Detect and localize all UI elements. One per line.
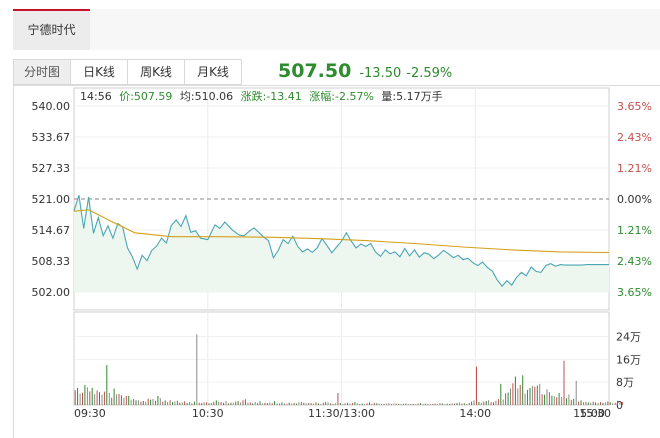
price-tick-label: 533.67 [32, 131, 71, 144]
info-time: 14:56 [80, 90, 112, 103]
price-tick-label: 514.67 [32, 224, 71, 237]
percent-axis-labels: 3.65% 2.43% 1.21% 0.00% 1.21% 2.43% 3.65% [617, 100, 652, 299]
volume-axis-labels: 24万 16万 8万 0 [616, 331, 641, 412]
volume-tick-label: 8万 [616, 376, 634, 389]
tab-monthly-k[interactable]: 月K线 [184, 59, 242, 85]
time-tick-label: 15:30 [579, 407, 611, 420]
time-tick-label: 14:00 [459, 407, 491, 420]
avg-price-line [73, 209, 610, 254]
percent-tick-label: 3.65% [617, 286, 652, 299]
info-change: 涨跌:-13.41 [241, 89, 302, 103]
info-price: 价:507.59 [119, 90, 172, 103]
price-change: -13.50 [359, 66, 402, 81]
volume-tick-label: 24万 [616, 331, 641, 344]
percent-tick-label: 3.65% [617, 100, 652, 113]
current-price: 507.50 [278, 60, 352, 82]
chart-frame [13, 85, 660, 438]
price-line [73, 194, 609, 287]
percent-tick-label: 1.21% [617, 224, 652, 237]
price-tick-label: 540.00 [32, 100, 71, 113]
volume-tick-label: 0 [616, 399, 623, 412]
tab-weekly-k[interactable]: 周K线 [127, 59, 185, 85]
price-tick-label: 508.33 [32, 255, 71, 268]
tab-intraday[interactable]: 分时图 [13, 59, 71, 85]
price-area [74, 195, 609, 292]
volume-bars [74, 334, 623, 405]
volume-tick-label: 16万 [616, 353, 641, 366]
info-amplitude: 涨幅:-2.57% [309, 90, 374, 103]
percent-tick-label: 2.43% [617, 131, 652, 144]
price-tick-label: 521.00 [32, 193, 71, 206]
percent-tick-label: 2.43% [617, 255, 652, 268]
quote-summary: 507.50 -13.50 -2.59% [278, 60, 452, 86]
chart-series [73, 194, 610, 292]
time-tick-label: 10:30 [192, 407, 224, 420]
time-tick-label: 09:30 [74, 407, 106, 420]
tab-strip [90, 9, 660, 50]
percent-tick-label: 1.21% [617, 162, 652, 175]
time-tick-label: 15:00 [573, 407, 605, 420]
price-change-pct: -2.59% [406, 66, 453, 81]
stock-tab[interactable]: 宁德时代 [13, 9, 90, 50]
time-tick-label: 11:30/13:00 [308, 407, 375, 420]
info-volume: 量:5.17万手 [381, 89, 442, 103]
percent-tick-label: 0.00% [617, 193, 652, 206]
price-tick-label: 502.00 [32, 286, 71, 299]
info-line: 14:56 价:507.59 均:510.06 涨跌:-13.41 涨幅:-2.… [80, 89, 443, 103]
price-axis-labels: 540.00 533.67 527.33 521.00 514.67 508.33 502.… [32, 100, 71, 299]
info-avg: 均:510.06 [180, 90, 233, 103]
price-tick-label: 527.33 [32, 162, 71, 175]
period-tab-bar: 分时图 日K线 周K线 月K线 [13, 59, 242, 85]
